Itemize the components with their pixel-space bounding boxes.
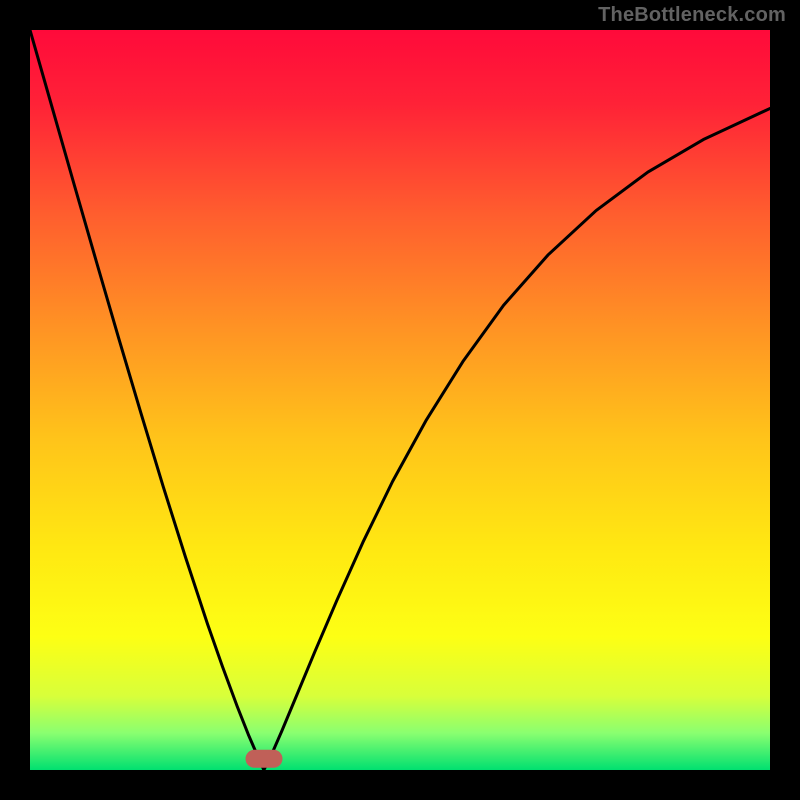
plot-area xyxy=(30,30,770,770)
watermark-text: TheBottleneck.com xyxy=(598,4,786,27)
curve-path xyxy=(30,30,770,770)
bottleneck-curve xyxy=(30,30,770,770)
optimal-marker xyxy=(245,750,282,769)
